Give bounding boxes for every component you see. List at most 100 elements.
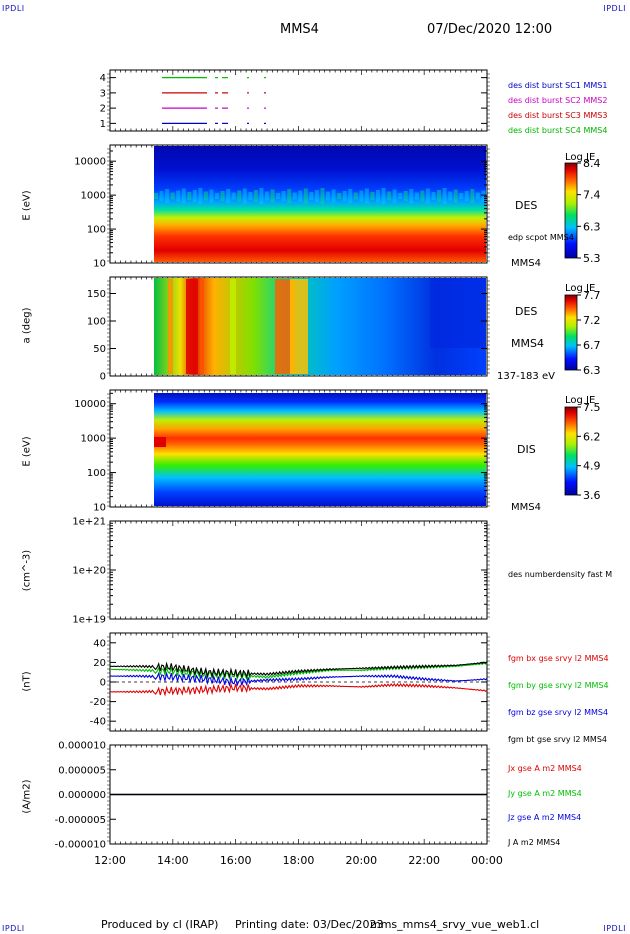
des-energy-texture bbox=[437, 190, 442, 202]
des-energy-texture bbox=[342, 191, 347, 201]
dis-energy-bottom-label: MMS4 bbox=[511, 502, 541, 513]
des-energy-texture bbox=[253, 190, 258, 202]
des-energy-texture bbox=[320, 188, 325, 204]
des-pitch-colorbar-tick-label: 7.2 bbox=[583, 314, 601, 327]
des-pitch-ylabel: a (deg) bbox=[21, 307, 33, 344]
des-energy-texture bbox=[203, 191, 208, 201]
corner-label-tr: IPDLI bbox=[603, 4, 626, 13]
burst-panel-frame bbox=[109, 69, 488, 132]
des-pitch-stripe bbox=[230, 279, 236, 374]
des-energy-texture bbox=[464, 191, 469, 201]
des-energy-texture bbox=[348, 189, 353, 203]
des-pitch-side-label: MMS4 bbox=[511, 337, 544, 350]
des-energy-texture bbox=[281, 191, 286, 201]
des-energy-texture bbox=[265, 191, 269, 201]
current-legend-entry: Jx gse A m2 MMS4 bbox=[508, 764, 582, 773]
current-ytick-label: 0.000000 bbox=[58, 790, 106, 801]
des-energy-texture bbox=[165, 189, 170, 203]
des-energy-texture bbox=[420, 190, 425, 202]
des-energy-texture bbox=[414, 192, 419, 200]
des-energy-texture bbox=[470, 189, 475, 203]
des-energy-ytick-label: 10 bbox=[93, 259, 106, 270]
x-tick-label: 00:00 bbox=[471, 854, 503, 867]
burst-legend-entry: des dist burst SC3 MMS3 bbox=[508, 111, 608, 120]
des-energy-texture bbox=[187, 192, 192, 200]
footer-producer: Produced by cl (IRAP) bbox=[101, 918, 219, 931]
des-energy-texture bbox=[154, 193, 158, 199]
des-energy-texture bbox=[220, 191, 225, 201]
des-energy-texture bbox=[359, 190, 364, 202]
des-pitch-colorbar-tick-label: 7.7 bbox=[583, 289, 601, 302]
x-tick-label: 22:00 bbox=[408, 854, 440, 867]
fgm-ytick-label: 20 bbox=[93, 658, 106, 669]
des-energy-colorbar-tick-label: 6.3 bbox=[583, 220, 601, 233]
des-energy-texture bbox=[370, 192, 375, 200]
corner-label-bl: IPDLI bbox=[2, 924, 25, 933]
dis-energy-ytick-label: 100 bbox=[87, 468, 106, 479]
des-energy-texture bbox=[198, 188, 203, 204]
dis-energy-colorbar-tick-label: 7.5 bbox=[583, 401, 601, 414]
des-pitch-ytick-label: 150 bbox=[87, 289, 106, 300]
dis-energy-ytick-label: 10 bbox=[93, 503, 106, 514]
burst-legend-entry: des dist burst SC1 MMS1 bbox=[508, 81, 608, 90]
des-pitch-ytick-label: 50 bbox=[93, 344, 106, 355]
fgm-legend-entry: fgm bx gse srvy l2 MMS4 bbox=[508, 654, 609, 663]
des-energy-side-label: edp scpot MMS4 bbox=[508, 233, 574, 242]
fgm-ytick-label: 0 bbox=[100, 678, 106, 689]
des-energy-ylabel: E (eV) bbox=[21, 190, 33, 221]
des-energy-texture bbox=[392, 189, 397, 203]
des-energy-texture bbox=[192, 190, 197, 202]
dis-energy-ylabel: E (eV) bbox=[21, 436, 33, 467]
des-pitch-colorbar-tick-label: 6.7 bbox=[583, 339, 601, 352]
burst-ytick-label: 1 bbox=[100, 119, 106, 130]
dis-energy-colorbar-tick-label: 3.6 bbox=[583, 489, 601, 502]
des-energy-texture bbox=[270, 189, 275, 203]
dis-energy-colorbar-tick-label: 4.9 bbox=[583, 460, 601, 473]
density-legend: des numberdensity fast M bbox=[508, 570, 613, 579]
des-pitch-colorbar-title: Log JE bbox=[565, 283, 596, 294]
des-energy-texture bbox=[303, 188, 308, 204]
des-energy-texture bbox=[309, 192, 314, 200]
des-pitch-stripe bbox=[290, 279, 308, 374]
des-energy-texture bbox=[326, 191, 331, 201]
current-ytick-label: 0.000010 bbox=[58, 741, 106, 752]
des-energy-texture bbox=[442, 188, 447, 204]
des-pitch-label: DES bbox=[515, 305, 538, 318]
current-legend-entry: Jz gse A m2 MMS4 bbox=[508, 813, 582, 822]
corner-label-br: IPDLI bbox=[603, 924, 626, 933]
des-pitch-bottom-label: 137-183 eV bbox=[497, 371, 555, 382]
current-ytick-label: -0.000010 bbox=[55, 840, 106, 851]
dis-energy-heatmap bbox=[154, 393, 486, 506]
dis-energy-ytick-label: 10000 bbox=[74, 399, 106, 410]
des-energy-texture bbox=[237, 190, 242, 202]
des-energy-colorbar-tick-label: 8.4 bbox=[583, 157, 601, 170]
des-pitch-colorbar-tick-label: 6.3 bbox=[583, 364, 601, 377]
fgm-series-line bbox=[110, 682, 488, 697]
fgm-ytick-label: -20 bbox=[90, 697, 106, 708]
des-energy-colorbar-title: Log JE bbox=[565, 152, 596, 163]
spacecraft-title: MMS4 bbox=[280, 22, 319, 37]
dis-energy-colorbar-tick-label: 6.2 bbox=[583, 430, 601, 443]
x-tick-label: 18:00 bbox=[283, 854, 315, 867]
des-energy-colorbar-tick-label: 7.4 bbox=[583, 189, 601, 202]
dis-energy-colorbar bbox=[564, 406, 578, 496]
burst-ytick-label: 3 bbox=[100, 88, 106, 99]
density-ytick-label: 1e+21 bbox=[72, 517, 106, 528]
current-ytick-label: -0.000005 bbox=[55, 815, 106, 826]
dis-energy-start-patch bbox=[154, 437, 166, 447]
fgm-ytick-label: -40 bbox=[90, 717, 106, 728]
density-ylabel: (cm^-3) bbox=[21, 549, 33, 592]
des-energy-texture bbox=[381, 188, 386, 204]
dis-energy-ytick-label: 1000 bbox=[81, 434, 106, 445]
des-energy-texture bbox=[298, 190, 303, 202]
fgm-legend: fgm bx gse srvy l2 MMS4 fgm by gse srvy l… bbox=[508, 645, 609, 753]
des-pitch-ytick-label: 100 bbox=[87, 317, 106, 328]
des-energy-texture bbox=[159, 191, 164, 201]
burst-ytick-label: 4 bbox=[100, 73, 106, 84]
current-legend-entry: J A m2 MMS4 bbox=[508, 837, 561, 847]
current-ylabel: (A/m2) bbox=[21, 779, 33, 814]
des-energy-texture bbox=[459, 193, 464, 199]
des-energy-texture bbox=[314, 190, 319, 202]
fgm-series-line bbox=[110, 662, 488, 681]
